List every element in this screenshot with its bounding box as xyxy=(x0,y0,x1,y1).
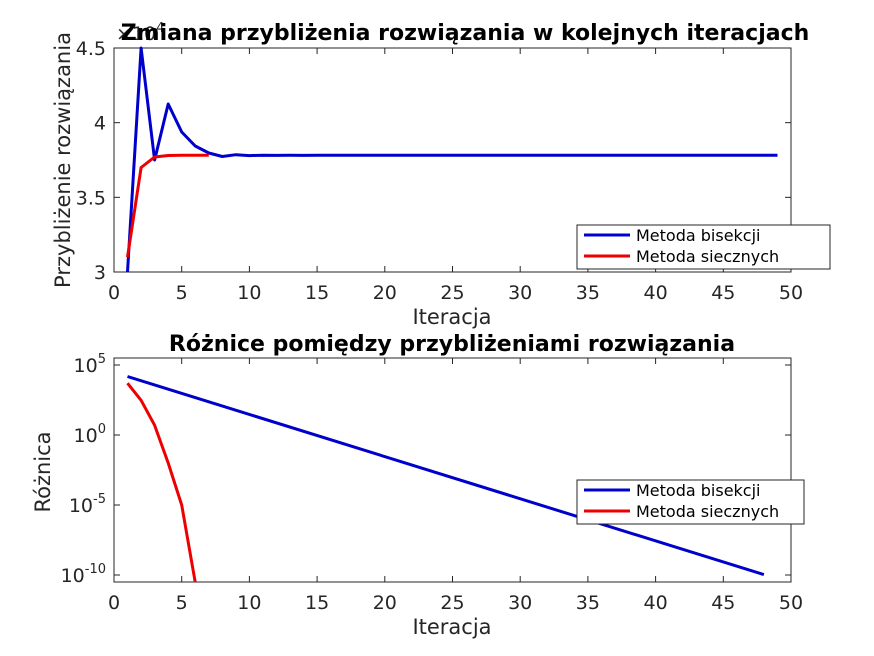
x-axis-label-2: Iteracja xyxy=(412,615,491,639)
y-tick-label: 105 xyxy=(74,352,106,377)
x-tick-label: 25 xyxy=(440,592,464,614)
x-tick-label: 5 xyxy=(176,282,188,304)
x-tick-label: 20 xyxy=(373,282,397,304)
y-tick-label: 10-10 xyxy=(61,562,106,587)
x-tick-label: 20 xyxy=(373,592,397,614)
legend-label-bisekcji-1: Metoda bisekcji xyxy=(636,226,761,245)
ticks-2: 0 5 10 15 20 25 30 35 40 45 50 105 100 10-5 10-10 xyxy=(61,352,804,614)
x-axis-label-1: Iteracja xyxy=(412,305,491,329)
series-1 xyxy=(126,46,778,273)
x-tick-label: 0 xyxy=(108,592,120,614)
series-line-bisekcji xyxy=(127,375,765,577)
series-2 xyxy=(126,375,765,583)
legend-box-1 xyxy=(576,224,831,270)
subplot-differences: 0 5 10 15 20 25 30 35 40 45 50 105 100 10-5 10-10 Różn… xyxy=(31,332,805,639)
series-line-siecznych xyxy=(126,382,197,583)
x-tick-label: 30 xyxy=(508,592,532,614)
legend-1: Metoda bisekcji Metoda siecznych xyxy=(576,224,831,270)
x-tick-label: 5 xyxy=(176,592,188,614)
x-tick-label: 10 xyxy=(237,282,261,304)
series-line-siecznych xyxy=(126,153,209,258)
x-tick-label: 50 xyxy=(779,282,803,304)
y-tick-label: 3 xyxy=(94,262,106,284)
x-tick-label: 15 xyxy=(305,282,329,304)
series-line-bisekcji xyxy=(126,46,778,273)
x-tick-label: 40 xyxy=(644,282,668,304)
x-tick-label: 45 xyxy=(711,592,735,614)
y-tick-label: 3.5 xyxy=(76,187,106,209)
x-tick-label: 45 xyxy=(711,282,735,304)
legend-label-siecznych-2: Metoda siecznych xyxy=(636,502,779,521)
legend-label-bisekcji-2: Metoda bisekcji xyxy=(636,481,761,500)
legend-label-siecznych-1: Metoda siecznych xyxy=(636,247,779,266)
y-axis-label-1: Przybliżenie rozwiązania xyxy=(51,32,75,288)
x-tick-label: 0 xyxy=(108,282,120,304)
x-tick-label: 15 xyxy=(305,592,329,614)
chart-title-1: Zmiana przybliżenia rozwiązania w kolejn… xyxy=(121,21,810,46)
y-axis-label-2: Różnica xyxy=(31,431,55,512)
legend-box-2 xyxy=(576,479,805,525)
ticks-1: 0 5 10 15 20 25 30 35 40 45 50 3 3.5 4 4.5 xyxy=(76,38,803,304)
y-tick-label: 100 xyxy=(74,422,106,447)
x-tick-label: 40 xyxy=(644,592,668,614)
y-tick-label: 10-5 xyxy=(69,492,106,517)
x-tick-label: 30 xyxy=(508,282,532,304)
x-tick-label: 10 xyxy=(237,592,261,614)
x-tick-label: 35 xyxy=(576,592,600,614)
chart-title-2: Różnice pomiędzy przybliżeniami rozwiąza… xyxy=(169,332,735,357)
x-tick-label: 35 xyxy=(576,282,600,304)
y-tick-label: 4 xyxy=(94,113,106,135)
x-tick-label: 50 xyxy=(779,592,803,614)
y-tick-label: 4.5 xyxy=(76,38,106,60)
legend-2: Metoda bisekcji Metoda siecznych xyxy=(576,479,805,525)
x-tick-label: 25 xyxy=(440,282,464,304)
axes-box-2 xyxy=(113,357,792,583)
